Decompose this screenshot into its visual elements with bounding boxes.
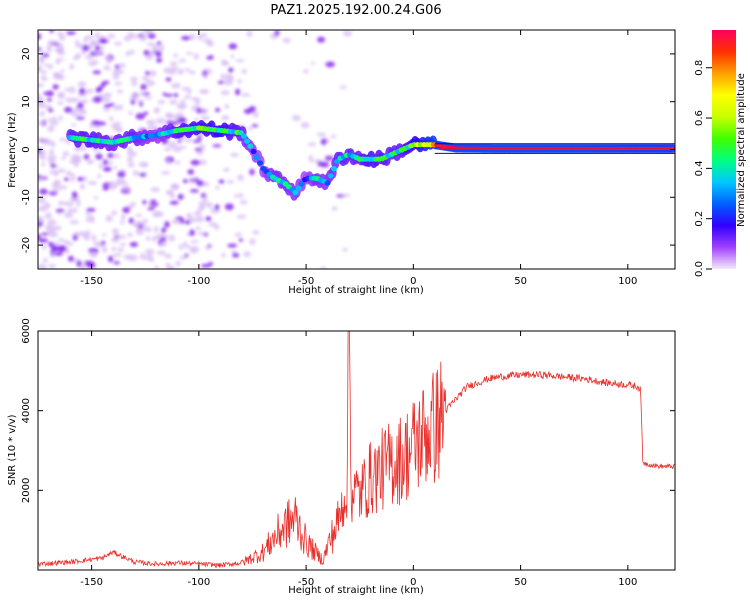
colorbar-tick-label: 0.4 (694, 160, 705, 176)
y-tick-label: 4000 (21, 398, 32, 423)
snr-marks (38, 331, 675, 568)
colorbar-ticks: 0.0 0.2 0.4 0.6 0.8 (694, 60, 712, 277)
snr-y-axis-label: SNR (10 * v/v) (7, 414, 18, 485)
colorbar-tick-label: 0.6 (694, 110, 705, 126)
x-tick-label: 50 (514, 577, 527, 588)
colorbar-tick-label: 0.0 (694, 261, 705, 277)
x-tick-label: 100 (618, 577, 637, 588)
x-tick-label: -150 (80, 577, 103, 588)
y-tick-label: 10 (21, 95, 32, 108)
x-tick-label: 0 (410, 577, 416, 588)
spectrogram-x-ticks: -150 -100 -50 0 50 100 (80, 30, 637, 287)
colorbar: 0.0 0.2 0.4 0.6 0.8 Normalized spectral ampl… (694, 30, 747, 277)
x-tick-label: -100 (188, 577, 211, 588)
x-tick-label: 0 (410, 276, 416, 287)
y-tick-label: 20 (21, 48, 32, 61)
colorbar-tick-label: 0.2 (694, 211, 705, 227)
colorbar-label: Normalized spectral amplitude (736, 73, 747, 227)
spectrogram-y-ticks: -20 -10 0 10 20 (21, 48, 675, 253)
colorbar-gradient (712, 30, 736, 269)
x-tick-label: 50 (514, 276, 527, 287)
colorbar-tick-label: 0.8 (694, 60, 705, 76)
snr-y-ticks: 2000 4000 6000 (21, 318, 675, 503)
spectrogram-marks (38, 30, 675, 269)
x-tick-label: -50 (298, 577, 314, 588)
spectrogram-y-axis-label: Frequency (Hz) (7, 112, 18, 188)
y-tick-label: 0 (21, 146, 32, 152)
snr-plot-area (38, 331, 675, 570)
snr-x-ticks: -150 -100 -50 0 50 100 (80, 331, 637, 588)
y-tick-label: -20 (21, 237, 32, 253)
snr-panel: -150 -100 -50 0 50 100 2000 4000 6000 Height of… (7, 318, 676, 596)
snr-frame (37, 330, 676, 571)
x-tick-label: 100 (618, 276, 637, 287)
y-tick-label: 6000 (21, 318, 32, 343)
figure-title: PAZ1.2025.192.00.24.G06 (270, 3, 441, 18)
snr-x-axis-label: Height of straight line (km) (288, 585, 424, 596)
x-tick-label: -50 (298, 276, 314, 287)
snr-series-line (38, 331, 675, 568)
y-tick-label: -10 (21, 189, 32, 205)
spectrogram-x-axis-label: Height of straight line (km) (288, 285, 424, 296)
spectrogram-tail-band (434, 143, 675, 154)
x-tick-label: -100 (188, 276, 211, 287)
x-tick-label: -150 (80, 276, 103, 287)
y-tick-label: 2000 (21, 478, 32, 503)
